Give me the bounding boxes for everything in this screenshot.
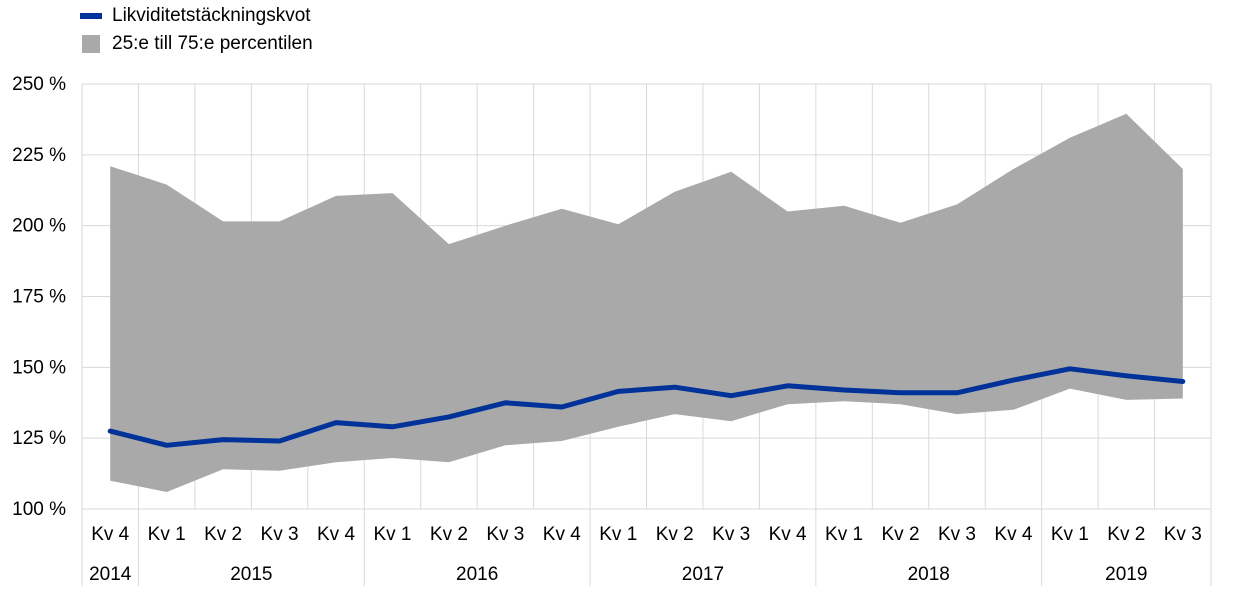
y-tick-label: 150 % <box>12 357 66 378</box>
x-tick-label: Kv 3 <box>486 524 524 545</box>
percentile-band <box>110 113 1183 493</box>
y-tick-label: 175 % <box>12 287 66 308</box>
year-label: 2019 <box>1105 564 1147 585</box>
legend-label-band: 25:e till 75:e percentilen <box>112 33 313 54</box>
year-label: 2017 <box>682 564 724 585</box>
legend-line-swatch <box>80 13 102 19</box>
x-tick-label: Kv 2 <box>1107 524 1145 545</box>
y-tick-label: 100 % <box>12 499 66 520</box>
legend-label-line: Likviditetstäckningskvot <box>112 5 311 26</box>
x-tick-label: Kv 2 <box>204 524 242 545</box>
y-tick-label: 200 % <box>12 216 66 237</box>
legend: Likviditetstäckningskvot 25:e till 75:e … <box>80 2 313 58</box>
year-label: 2014 <box>89 564 132 585</box>
year-label: 2016 <box>456 564 498 585</box>
y-tick-label: 125 % <box>12 428 66 449</box>
year-label: 2018 <box>908 564 950 585</box>
x-tick-label: Kv 4 <box>91 524 129 545</box>
x-tick-label: Kv 1 <box>599 524 637 545</box>
legend-item-band: 25:e till 75:e percentilen <box>80 30 313 58</box>
x-tick-label: Kv 2 <box>430 524 468 545</box>
x-tick-label: Kv 2 <box>656 524 694 545</box>
x-tick-label: Kv 1 <box>1051 524 1089 545</box>
legend-item-line: Likviditetstäckningskvot <box>80 2 313 30</box>
x-tick-label: Kv 2 <box>882 524 920 545</box>
x-tick-label: Kv 4 <box>994 524 1032 545</box>
x-tick-label: Kv 4 <box>317 524 355 545</box>
y-tick-label: 250 % <box>12 74 66 95</box>
x-tick-label: Kv 1 <box>148 524 186 545</box>
ratio-line <box>107 366 1186 448</box>
y-tick-label: 225 % <box>12 145 66 166</box>
x-tick-label: Kv 4 <box>543 524 581 545</box>
x-tick-label: Kv 3 <box>1164 524 1202 545</box>
x-tick-label: Kv 1 <box>825 524 863 545</box>
legend-band-swatch <box>82 35 100 53</box>
x-tick-label: Kv 3 <box>712 524 750 545</box>
x-tick-label: Kv 1 <box>373 524 411 545</box>
x-tick-label: Kv 4 <box>769 524 807 545</box>
x-tick-label: Kv 3 <box>938 524 976 545</box>
x-tick-label: Kv 3 <box>261 524 299 545</box>
year-label: 2015 <box>230 564 272 585</box>
